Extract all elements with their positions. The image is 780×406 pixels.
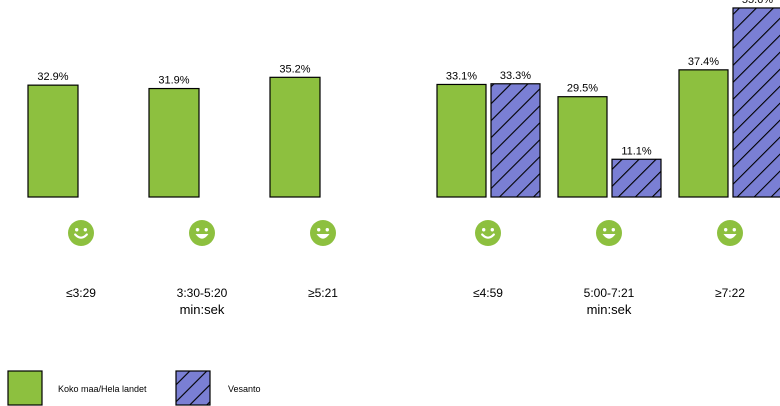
smiley-eye-left [724, 228, 728, 232]
data-label: 55.6% [742, 0, 773, 6]
bar [678, 69, 729, 198]
smiley-mouth [602, 234, 616, 239]
data-label: 33.3% [500, 70, 531, 82]
smiley-face-circle [310, 220, 336, 246]
smiley-face-icon [189, 220, 215, 246]
data-label: 35.2% [279, 63, 310, 75]
smiley-eye-left [317, 228, 321, 232]
bar [611, 158, 662, 198]
tick-label: ≤4:59 [473, 286, 503, 300]
smiley-mouth [481, 233, 495, 239]
bar [557, 96, 608, 198]
smiley-eye-left [482, 228, 486, 232]
smiley-eye-right [325, 228, 329, 232]
bar [436, 83, 487, 198]
smiley-face-circle [475, 220, 501, 246]
data-label: 37.4% [688, 56, 719, 68]
legend-label: Koko maa/Hela landet [58, 384, 147, 394]
smiley-eye-left [196, 228, 200, 232]
smiley-eye-left [75, 228, 79, 232]
tick-label: 5:00-7:21 [584, 286, 635, 300]
smiley-eye-left [603, 228, 607, 232]
bar [148, 87, 200, 198]
bar [732, 7, 780, 198]
data-label: 11.1% [621, 145, 652, 157]
smiley-mouth [316, 234, 330, 239]
tick-label: ≥7:22 [715, 286, 745, 300]
x-axis-label: min:sek [587, 302, 632, 317]
smiley-face-circle [68, 220, 94, 246]
smiley-face-circle [189, 220, 215, 246]
smiley-face-icon [310, 220, 336, 246]
data-label: 32.9% [37, 71, 68, 83]
smiley-eye-right [490, 228, 494, 232]
legend: Koko maa/Hela landet Vesanto [7, 370, 261, 406]
data-label: 31.9% [158, 75, 189, 87]
bar [27, 84, 79, 198]
smiley-face-icon [68, 220, 94, 246]
bar [269, 76, 321, 198]
legend-swatch [7, 370, 43, 406]
tick-label: ≤3:29 [66, 286, 96, 300]
legend-swatch [175, 370, 211, 406]
smiley-face-icon [717, 220, 743, 246]
x-axis-label: min:sek [180, 302, 225, 317]
bar [490, 83, 541, 198]
smiley-mouth [195, 234, 209, 239]
data-label: 33.1% [446, 70, 477, 82]
legend-label: Vesanto [228, 384, 261, 394]
smiley-face-circle [717, 220, 743, 246]
smiley-eye-right [732, 228, 736, 232]
smiley-mouth [723, 234, 737, 239]
smiley-eye-right [83, 228, 87, 232]
smiley-eye-right [204, 228, 208, 232]
tick-label: ≥5:21 [308, 286, 338, 300]
tick-label: 3:30-5:20 [177, 286, 228, 300]
smiley-face-circle [596, 220, 622, 246]
smiley-face-icon [475, 220, 501, 246]
smiley-eye-right [611, 228, 615, 232]
data-label: 29.5% [567, 83, 598, 95]
smiley-face-icon [596, 220, 622, 246]
smiley-mouth [74, 233, 88, 239]
